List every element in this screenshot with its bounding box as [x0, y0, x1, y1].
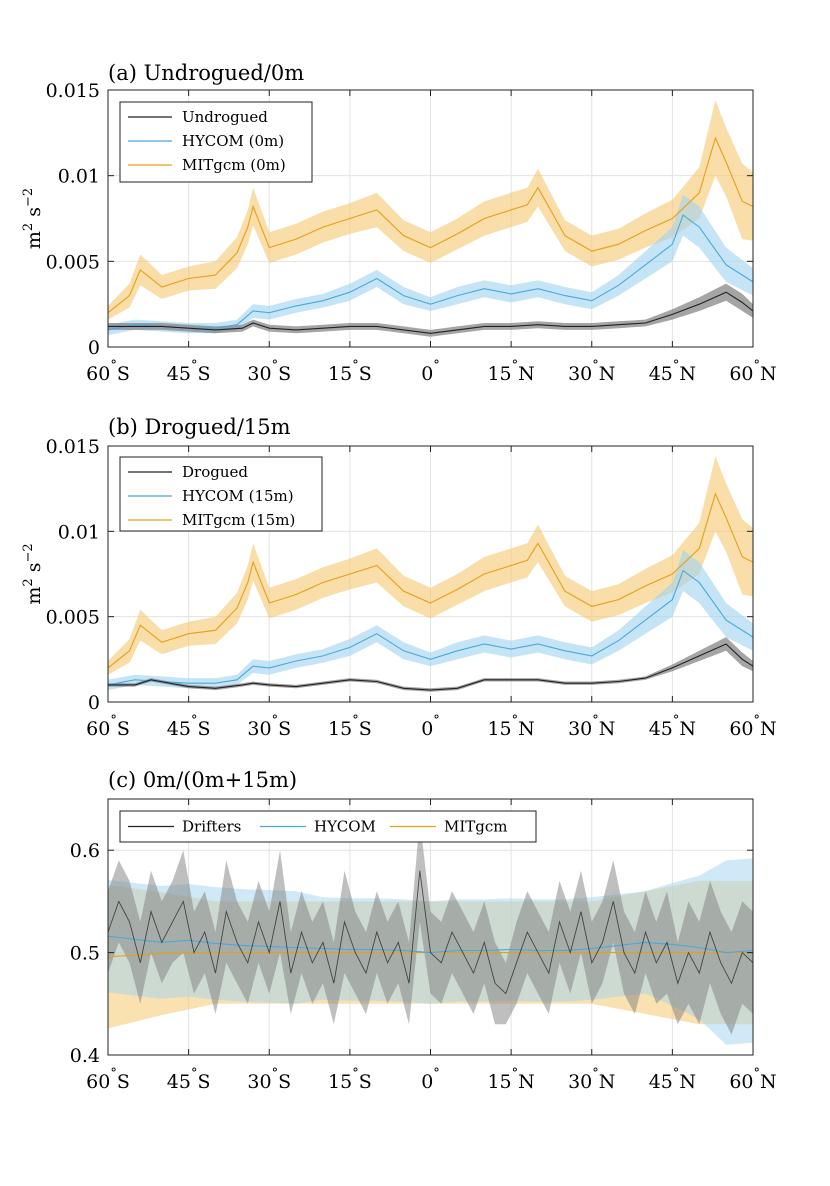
x-tick-label: 0°	[421, 1066, 440, 1093]
legend-label: HYCOM (0m)	[182, 132, 284, 150]
x-tick-label: 60°S	[86, 713, 130, 740]
panel-c: 0.4 0.5 0.6 60°S 45°S 30°S 15°S 0° 15°N 30°N 45°N 6…	[70, 768, 777, 1093]
x-tick-label: 45°N	[649, 713, 696, 740]
y-tick-label: 0.01	[58, 521, 100, 543]
x-tick-label: 45°N	[649, 1066, 696, 1093]
legend-label: MITgcm (0m)	[182, 156, 286, 174]
y-axis-label: m2 s−2	[21, 543, 45, 604]
band-Drifters	[108, 819, 753, 1035]
series-line-Drifters	[107, 870, 754, 995]
legend: Undrogued HYCOM (0m) MITgcm (0m)	[119, 101, 313, 183]
x-tick-label: 15°S	[328, 1066, 372, 1093]
legend-label: MITgcm (15m)	[182, 511, 295, 529]
x-tick-label: 30°S	[247, 358, 291, 385]
y-tick-label: 0.015	[46, 80, 100, 102]
y-tick-label: 0	[88, 337, 100, 359]
panel-a: 0 0.005 0.01 0.015 60°S 45°S 30°S 15°S 0° 15°N 30°…	[21, 61, 777, 385]
legend-label: HYCOM	[314, 818, 376, 836]
series-line-MITgcm (0m)	[107, 136, 754, 314]
x-tick-label: 60°N	[729, 1066, 776, 1093]
panel-b: 0 0.005 0.01 0.015 60°S 45°S 30°S 15°S 0° 15°N 30°…	[21, 415, 777, 740]
x-tick-label: 45°N	[649, 358, 696, 385]
x-tick-label: 60°N	[729, 358, 776, 385]
series-line-HYCOM (15m)	[107, 569, 754, 686]
x-tick-label: 0°	[421, 713, 440, 740]
band-MITgcm (15m)	[108, 456, 753, 675]
y-axis-label: m2 s−2	[21, 188, 45, 249]
legend-box	[119, 456, 323, 532]
panel-title: (c) 0m/(0m+15m)	[108, 768, 297, 792]
legend: Drifters HYCOM MITgcm	[119, 810, 537, 843]
legend: Drogued HYCOM (15m) MITgcm (15m)	[119, 456, 323, 532]
x-tick-label: 60°S	[86, 1066, 130, 1093]
legend-label: MITgcm	[444, 818, 508, 836]
x-tick-label: 45°S	[167, 358, 211, 385]
x-tick-label: 60°N	[729, 713, 776, 740]
x-tick-label: 60°S	[86, 358, 130, 385]
x-tick-label: 15°N	[487, 358, 534, 385]
band-Undrogued	[108, 283, 753, 337]
x-tick-label: 45°S	[167, 1066, 211, 1093]
legend-box	[119, 101, 313, 183]
y-tick-label: 0.01	[58, 166, 100, 188]
y-tick-label: 0.005	[46, 607, 100, 629]
y-tick-label: 0.015	[46, 436, 100, 458]
x-tick-label: 30°S	[247, 1066, 291, 1093]
x-tick-label: 0°	[421, 358, 440, 385]
legend-box	[119, 810, 537, 843]
series-line-MITgcm (15m)	[107, 492, 754, 669]
x-tick-label: 30°S	[247, 713, 291, 740]
x-tick-label: 30°N	[568, 713, 615, 740]
legend-label: HYCOM (15m)	[182, 487, 294, 505]
legend-label: Drogued	[182, 463, 248, 481]
series-line-Drogued	[108, 643, 754, 691]
x-tick-label: 45°S	[167, 713, 211, 740]
series-line-Undrogued	[108, 291, 754, 334]
series-line-HYCOM (0m)	[107, 214, 754, 331]
x-tick-label: 15°S	[328, 713, 372, 740]
band-HYCOM (0m)	[108, 194, 753, 335]
x-tick-label: 30°N	[568, 358, 615, 385]
y-tick-label: 0.4	[70, 1045, 100, 1067]
band-HYCOM (15m)	[108, 550, 753, 691]
x-tick-label: 15°S	[328, 358, 372, 385]
x-tick-label: 15°N	[487, 1066, 534, 1093]
panel-title: (a) Undrogued/0m	[108, 61, 304, 85]
y-tick-label: 0.005	[46, 251, 100, 273]
x-tick-label: 15°N	[487, 713, 534, 740]
y-tick-label: 0.6	[70, 840, 100, 862]
y-tick-label: 0	[88, 692, 100, 714]
x-tick-label: 30°N	[568, 1066, 615, 1093]
panel-title: (b) Drogued/15m	[108, 415, 291, 439]
legend-label: Undrogued	[182, 108, 268, 126]
band-MITgcm (0m)	[108, 100, 753, 320]
y-tick-label: 0.5	[70, 943, 100, 965]
legend-label: Drifters	[182, 818, 241, 836]
